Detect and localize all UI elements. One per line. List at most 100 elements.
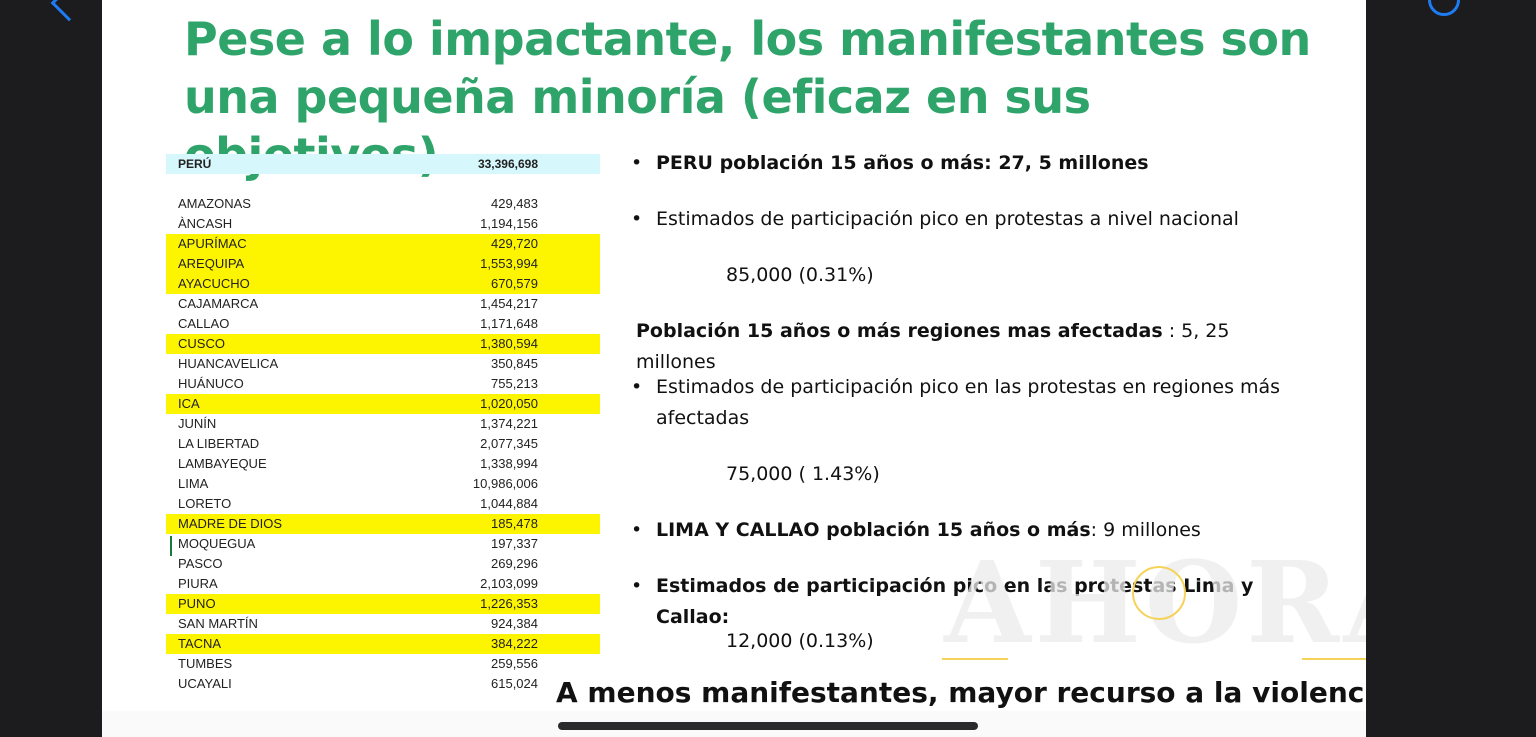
region-population: 2,103,099 <box>480 576 538 591</box>
region-name: UCAYALI <box>178 676 232 691</box>
region-population: 350,845 <box>491 356 538 371</box>
bullet-text-line2: afectadas <box>656 407 750 429</box>
line-text: : 5, 25 millones <box>636 320 1230 373</box>
total-value: 33,396,698 <box>477 157 538 171</box>
region-name: MADRE DE DIOS <box>178 516 283 531</box>
bullet-text: Estimados de participación pico en prote… <box>656 208 1239 230</box>
region-name: APURÍMAC <box>178 236 247 251</box>
region-name: AREQUIPA <box>178 256 245 271</box>
region-name: LA LIBERTAD <box>178 436 260 451</box>
table-row: TUMBES 259,556 <box>166 654 600 674</box>
table-row: MOQUEGUA 197,337 <box>166 534 600 554</box>
region-population: 1,171,648 <box>480 316 538 331</box>
table-row: ÀNCASH 1,194,156 <box>166 214 600 234</box>
region-population: 1,374,221 <box>480 416 538 431</box>
region-population: 1,380,594 <box>480 336 538 351</box>
region-population: 10,986,006 <box>472 476 538 491</box>
region-name: LIMA <box>178 476 209 491</box>
region-population: 1,044,884 <box>480 496 538 511</box>
table-row: PIURA 2,103,099 <box>166 574 600 594</box>
region-name: MOQUEGUA <box>178 536 256 551</box>
bullet-text-line1: Estimados de participación pico en las p… <box>656 376 1281 398</box>
presentation-slide: Pese a lo impactante, los manifestantes … <box>102 0 1366 711</box>
region-name: SAN MARTÍN <box>178 616 258 631</box>
region-name: TACNA <box>178 636 222 651</box>
region-population: 2,077,345 <box>480 436 538 451</box>
region-population: 269,296 <box>491 556 538 571</box>
total-name: PERÚ <box>178 157 212 171</box>
region-name: PUNO <box>178 596 216 611</box>
region-population: 197,337 <box>491 536 538 551</box>
region-name: AYACUCHO <box>178 276 250 291</box>
table-row: ICA 1,020,050 <box>166 394 600 414</box>
region-name: CALLAO <box>178 316 230 331</box>
table-row: HUÁNUCO 755,213 <box>166 374 600 394</box>
table-row: APURÍMAC 429,720 <box>166 234 600 254</box>
region-name: CAJAMARCA <box>178 296 259 311</box>
bullet-text: PERU población 15 años o más: 27, 5 mill… <box>656 152 1149 174</box>
region-population: 615,024 <box>491 676 538 691</box>
table-row: LAMBAYEQUE 1,338,994 <box>166 454 600 474</box>
table-row: LORETO 1,044,884 <box>166 494 600 514</box>
line-regions-population: Población 15 años o más regiones mas afe… <box>636 316 1308 378</box>
region-population: 1,194,156 <box>480 216 538 231</box>
table-row: PUNO 1,226,353 <box>166 594 600 614</box>
table-row: HUANCAVELICA 350,845 <box>166 354 600 374</box>
table-row: LA LIBERTAD 2,077,345 <box>166 434 600 454</box>
table-row: PASCO 269,296 <box>166 554 600 574</box>
right-dark-pane <box>1366 0 1536 737</box>
table-row: CALLAO 1,171,648 <box>166 314 600 334</box>
table-row: AREQUIPA 1,553,994 <box>166 254 600 274</box>
region-population: 670,579 <box>491 276 538 291</box>
table-total-row: PERÚ 33,396,698 <box>166 154 600 174</box>
value-national: 85,000 (0.31%) <box>726 264 874 286</box>
region-population: 259,556 <box>491 656 538 671</box>
region-population: 429,483 <box>491 196 538 211</box>
table-row: LIMA 10,986,006 <box>166 474 600 494</box>
slide-footer: A menos manifestantes, mayor recurso a l… <box>556 676 1366 709</box>
line-bold-text: Población 15 años o más regiones mas afe… <box>636 320 1163 342</box>
bullet-regions-estimate: Estimados de participación pico en las p… <box>628 372 1280 434</box>
table-row: JUNÍN 1,374,221 <box>166 414 600 434</box>
region-population: 384,222 <box>491 636 538 651</box>
region-name: JUNÍN <box>178 416 217 431</box>
cell-cursor <box>170 536 173 556</box>
bullet-lima-callao-population: LIMA Y CALLAO población 15 años o más: 9… <box>628 515 1201 546</box>
watermark-underline <box>1302 658 1366 660</box>
region-name: ICA <box>178 396 200 411</box>
home-indicator[interactable] <box>558 722 978 730</box>
table-row: AYACUCHO 670,579 <box>166 274 600 294</box>
table-row: TACNA 384,222 <box>166 634 600 654</box>
value-regions: 75,000 ( 1.43%) <box>726 463 880 485</box>
watermark-ring <box>1132 566 1186 620</box>
region-name: PIURA <box>178 576 218 591</box>
region-population: 1,226,353 <box>480 596 538 611</box>
bullet-bold-text: LIMA Y CALLAO población 15 años o más <box>656 519 1091 541</box>
region-population: 1,338,994 <box>480 456 538 471</box>
table-row: CAJAMARCA 1,454,217 <box>166 294 600 314</box>
bullet-peru-population: PERU población 15 años o más: 27, 5 mill… <box>628 148 1149 179</box>
region-name: ÀNCASH <box>178 216 233 231</box>
watermark-underline <box>942 658 1008 660</box>
region-name: LORETO <box>178 496 232 511</box>
region-population: 755,213 <box>491 376 538 391</box>
region-name: AMAZONAS <box>178 196 251 211</box>
table-row: UCAYALI 615,024 <box>166 674 600 694</box>
region-population: 429,720 <box>491 236 538 251</box>
table-gap <box>166 174 600 194</box>
table-row: SAN MARTÍN 924,384 <box>166 614 600 634</box>
region-population: 924,384 <box>491 616 538 631</box>
population-table: PERÚ 33,396,698 AMAZONAS 429,483 ÀNCASH 1,1… <box>166 154 600 694</box>
region-population: 1,020,050 <box>480 396 538 411</box>
region-population: 185,478 <box>491 516 538 531</box>
title-line-1: Pese a lo impactante, los manifestantes … <box>184 12 1311 66</box>
table-row: CUSCO 1,380,594 <box>166 334 600 354</box>
region-name: TUMBES <box>178 656 233 671</box>
left-dark-pane <box>0 0 102 737</box>
region-name: CUSCO <box>178 336 225 351</box>
region-population: 1,454,217 <box>480 296 538 311</box>
bullet-text: : 9 millones <box>1090 519 1201 541</box>
region-population: 1,553,994 <box>480 256 538 271</box>
bullet-national-estimate: Estimados de participación pico en prote… <box>628 204 1239 235</box>
value-lima-callao: 12,000 (0.13%) <box>726 630 874 652</box>
